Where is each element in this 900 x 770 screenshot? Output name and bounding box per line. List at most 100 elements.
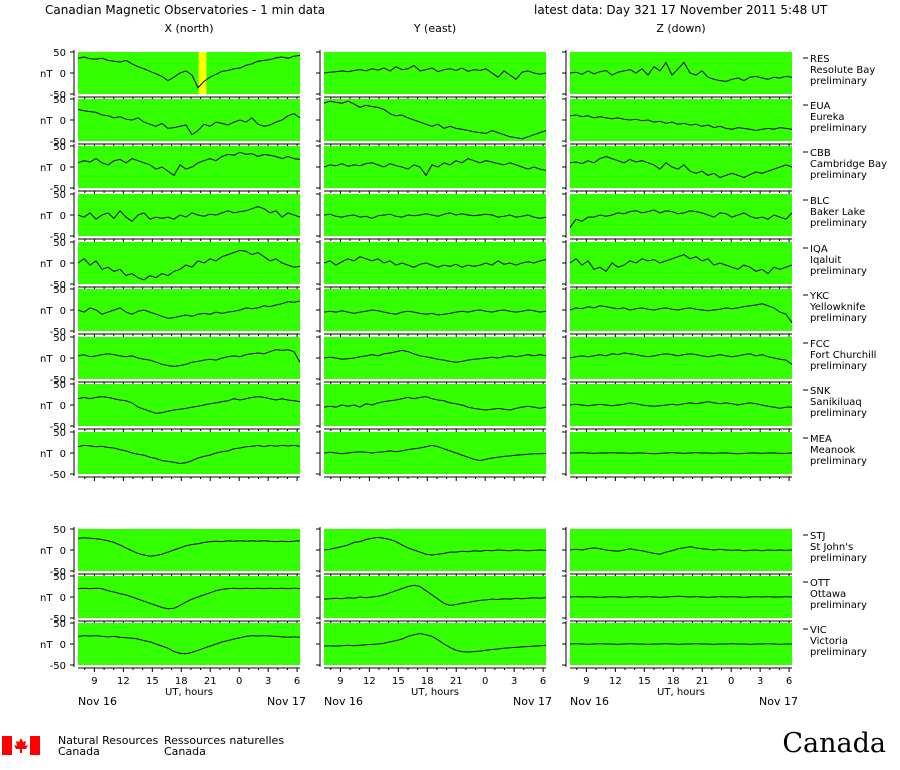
ytick-label-VIC-0: 0: [60, 640, 66, 651]
date-start-0: Nov 16: [78, 695, 117, 708]
ytick-label-RES-0: 0: [60, 69, 66, 80]
plot-area-STJ-1: [324, 529, 546, 571]
page-title: Canadian Magnetic Observatories - 1 min …: [45, 3, 326, 17]
plot-area-YKC-1: [324, 289, 546, 331]
station-name-OTT: Ottawa: [810, 589, 846, 600]
xlabel-0: UT, hours: [165, 687, 213, 698]
trace-MEA-1: [323, 444, 547, 462]
trace-IQA-0: [77, 249, 301, 281]
ytick-label-IQA--50: -50: [50, 280, 66, 291]
plot-area-BLC-2: [570, 194, 792, 236]
ylabel-STJ: nT: [40, 546, 53, 557]
station-name-BLC: Baker Lake: [810, 207, 865, 218]
date-start-1: Nov 16: [324, 695, 363, 708]
trace-VIC-0: [77, 635, 301, 655]
agency-signature: Natural Resources Canada: [58, 735, 158, 757]
trace-RES-2: [569, 61, 793, 82]
station-code-FCC: FCC: [810, 339, 830, 350]
station-status-FCC: preliminary: [810, 361, 867, 372]
trace-YKC-2: [569, 303, 793, 323]
ytick-label-STJ-0: 0: [60, 546, 66, 557]
ytick-label-MEA--50: -50: [50, 470, 66, 481]
trace-OTT-2: [569, 595, 793, 598]
xtick-label-0-6: 3: [265, 676, 271, 687]
ytick-label-IQA-0: 0: [60, 259, 66, 270]
ytick-label-MEA-50: 50: [53, 428, 66, 439]
station-status-STJ: preliminary: [810, 553, 867, 564]
station-name-SNK: Sanikiluaq: [810, 397, 862, 408]
xtick-label-2-5: 0: [728, 676, 734, 687]
xtick-label-0-4: 21: [204, 676, 217, 687]
xtick-label-0-1: 12: [117, 676, 130, 687]
plot-area-BLC-1: [324, 194, 546, 236]
station-code-YKC: YKC: [809, 291, 829, 302]
agency-name-fr-line2: Canada: [164, 745, 206, 758]
ylabel-CBB: nT: [40, 163, 53, 174]
plot-area-FCC-0: [78, 337, 300, 379]
ylabel-VIC: nT: [40, 640, 53, 651]
ytick-label-STJ-50: 50: [53, 525, 66, 536]
station-name-FCC: Fort Churchill: [810, 350, 876, 361]
plot-area-OTT-0: [78, 576, 300, 618]
trace-CBB-2: [569, 155, 793, 179]
date-start-2: Nov 16: [570, 695, 609, 708]
trace-BLC-0: [77, 206, 301, 222]
xlabel-2: UT, hours: [657, 687, 705, 698]
station-name-VIC: Victoria: [810, 636, 848, 647]
agency-name-en-line2: Canada: [58, 745, 100, 758]
date-end-0: Nov 17: [267, 695, 306, 708]
xtick-label-2-6: 3: [757, 676, 763, 687]
column-header-2: Z (down): [656, 22, 705, 35]
xtick-label-2-4: 21: [696, 676, 709, 687]
xtick-label-2-1: 12: [609, 676, 622, 687]
plot-area-SNK-1: [324, 384, 546, 426]
ytick-label-SNK-0: 0: [60, 401, 66, 412]
xtick-label-1-5: 0: [482, 676, 488, 687]
xtick-label-0-7: 6: [294, 676, 300, 687]
plot-area-CBB-0: [78, 146, 300, 188]
xtick-label-1-0: 9: [337, 676, 343, 687]
plot-area-VIC-1: [324, 623, 546, 665]
ytick-label-BLC--50: -50: [50, 232, 66, 243]
station-code-EUA: EUA: [810, 101, 831, 112]
ylabel-YKC: nT: [40, 306, 53, 317]
plot-area-EUA-2: [570, 99, 792, 141]
ytick-label-FCC-0: 0: [60, 354, 66, 365]
ylabel-MEA: nT: [40, 449, 53, 460]
trace-OTT-0: [77, 587, 301, 610]
trace-STJ-0: [77, 537, 301, 557]
trace-SNK-0: [77, 396, 301, 414]
station-code-RES: RES: [810, 54, 830, 65]
trace-FCC-1: [323, 349, 547, 363]
xtick-label-0-0: 9: [91, 676, 97, 687]
ytick-label-EUA-0: 0: [60, 116, 66, 127]
ytick-label-CBB-0: 0: [60, 163, 66, 174]
column-header-1: Y (east): [413, 22, 456, 35]
xtick-label-1-1: 12: [363, 676, 376, 687]
ytick-label-IQA-50: 50: [53, 238, 66, 249]
plot-area-MEA-1: [324, 432, 546, 474]
xtick-label-2-2: 15: [638, 676, 651, 687]
plot-area-FCC-2: [570, 337, 792, 379]
ytick-label-STJ--50: -50: [50, 567, 66, 578]
ylabel-SNK: nT: [40, 401, 53, 412]
station-name-EUA: Eureka: [810, 112, 844, 123]
plot-area-YKC-0: [78, 289, 300, 331]
plot-area-VIC-0: [78, 623, 300, 665]
station-status-CBB: preliminary: [810, 170, 867, 181]
station-status-IQA: preliminary: [810, 266, 867, 277]
trace-EUA-1: [323, 100, 547, 140]
xlabel-1: UT, hours: [411, 687, 459, 698]
plot-area-MEA-0: [78, 432, 300, 474]
trace-RES-1: [323, 64, 547, 80]
station-code-MEA: MEA: [810, 434, 832, 445]
ytick-label-YKC--50: -50: [50, 327, 66, 338]
trace-RES-0: [77, 54, 301, 89]
xtick-label-2-0: 9: [583, 676, 589, 687]
plot-area-IQA-1: [324, 242, 546, 284]
station-code-STJ: STJ: [810, 531, 825, 542]
station-status-OTT: preliminary: [810, 600, 867, 611]
ytick-label-BLC-0: 0: [60, 211, 66, 222]
trace-MEA-0: [77, 444, 301, 465]
xtick-label-1-4: 21: [450, 676, 463, 687]
